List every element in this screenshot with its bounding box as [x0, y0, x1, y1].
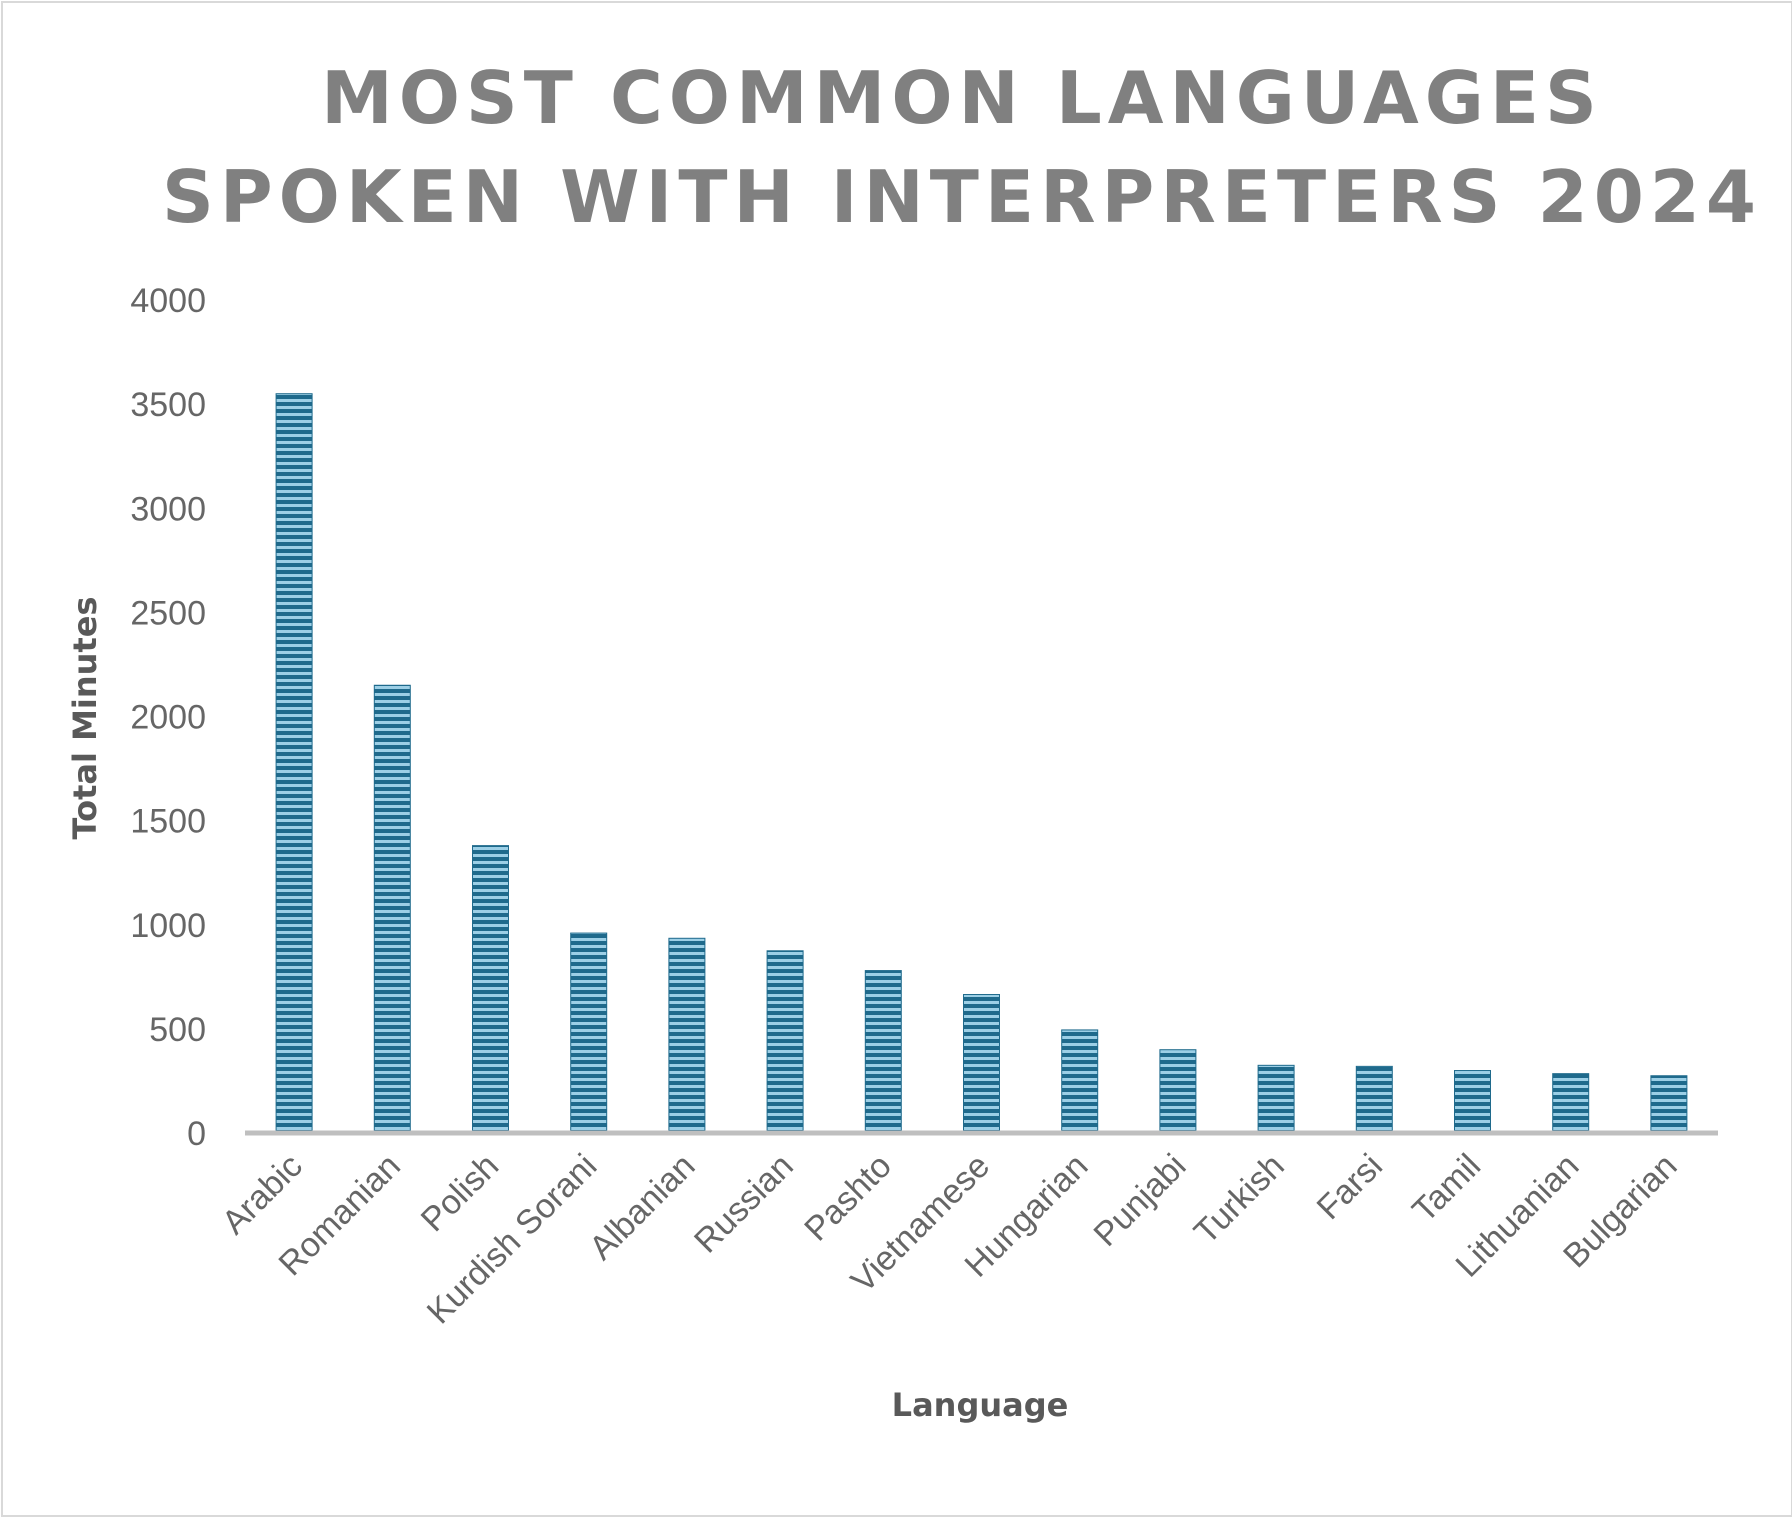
x-tick-label: Russian	[687, 1147, 801, 1261]
bar	[1355, 1065, 1393, 1134]
y-tick-label: 3500	[130, 386, 206, 424]
chart-title-line-1: MOST COMMON LANGUAGES	[321, 56, 1603, 140]
y-tick-label: 1000	[130, 907, 206, 945]
bar	[1159, 1049, 1197, 1134]
bar	[570, 932, 608, 1134]
bar	[668, 937, 706, 1134]
y-axis-title: Total Minutes	[66, 597, 104, 840]
y-tick-label: 0	[187, 1115, 206, 1153]
y-tick-label: 2000	[130, 699, 206, 737]
y-tick-label: 1500	[130, 803, 206, 841]
x-tick-label: Turkish	[1187, 1147, 1292, 1252]
bar	[1257, 1064, 1295, 1134]
bar	[864, 970, 902, 1134]
bar	[373, 684, 411, 1134]
chart-title-line-2: SPOKEN WITH INTERPRETERS 2024	[162, 155, 1762, 239]
y-axis-ticks: 0 500 1000 1500 2000 2500 3000 3500 4000	[130, 282, 206, 1153]
bars	[275, 393, 1688, 1134]
bar	[766, 950, 804, 1134]
x-tick-label: Tamil	[1405, 1147, 1488, 1230]
x-axis-title: Language	[892, 1386, 1069, 1424]
bar	[472, 845, 509, 1134]
x-tick-label: Farsi	[1310, 1147, 1390, 1227]
y-tick-label: 3000	[130, 490, 206, 528]
x-tick-label: Kurdish Sorani	[420, 1147, 605, 1332]
y-tick-label: 4000	[130, 282, 206, 320]
y-tick-label: 2500	[130, 594, 206, 632]
bar	[1061, 1029, 1099, 1134]
bar	[1650, 1075, 1688, 1134]
x-tick-label: Arabic	[215, 1147, 310, 1242]
x-tick-label: Punjabi	[1086, 1147, 1193, 1254]
bar	[1454, 1070, 1491, 1134]
bar	[275, 393, 313, 1134]
x-tick-label: Albanian	[582, 1147, 702, 1267]
x-tick-label: Polish	[414, 1147, 506, 1239]
bar	[963, 994, 1000, 1134]
bar	[1552, 1073, 1590, 1134]
y-tick-label: 500	[149, 1011, 206, 1049]
